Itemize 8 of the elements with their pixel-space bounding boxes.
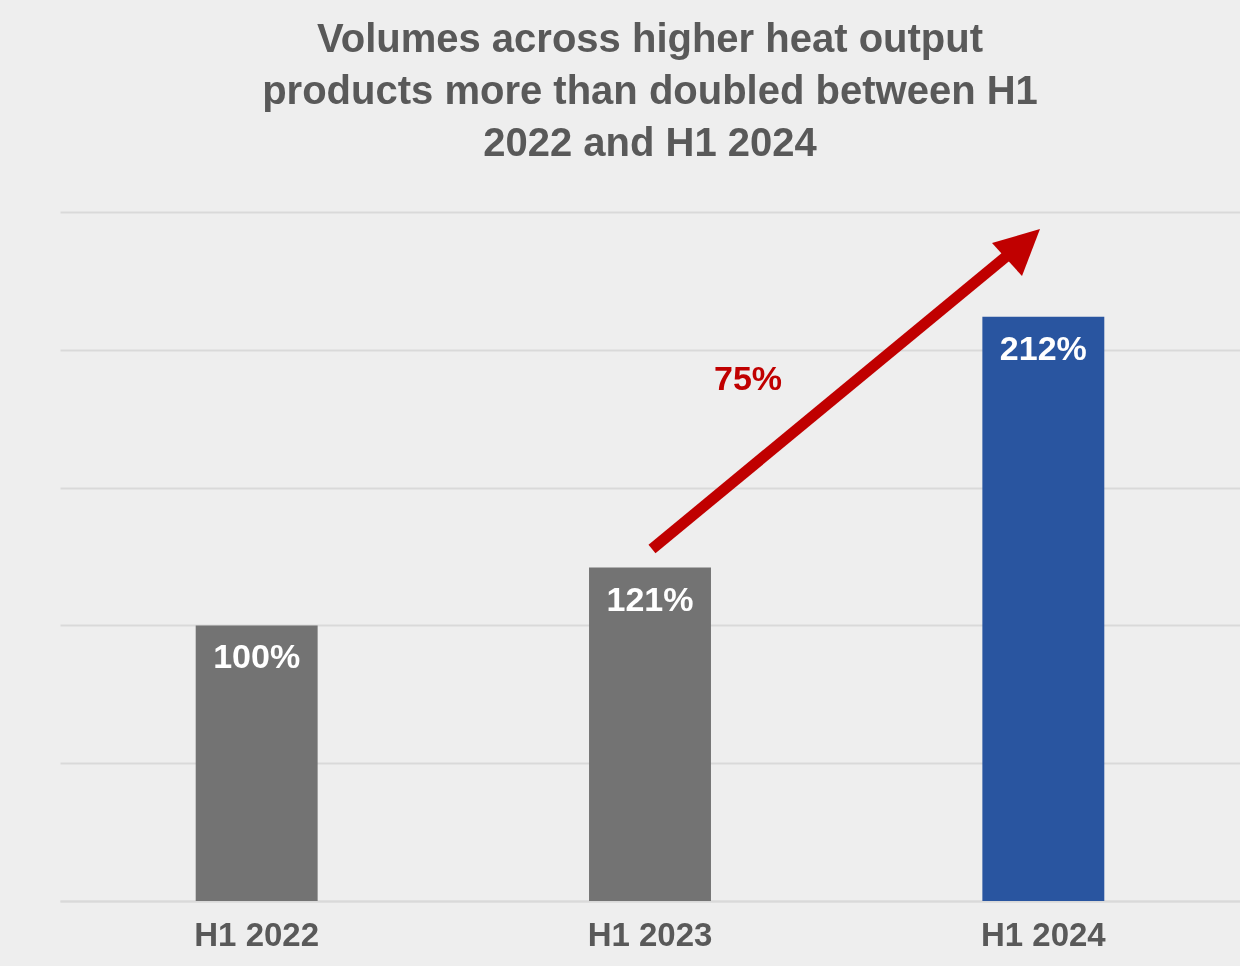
data-label: 100% [213, 637, 301, 676]
data-label: 212% [999, 328, 1087, 367]
x-tick-label: H1 2024 [980, 915, 1107, 953]
x-tick-label: H1 2023 [587, 915, 713, 953]
x-tick-label: H1 2022 [194, 915, 320, 953]
data-label: 121% [606, 579, 694, 618]
annotation: 75% [713, 359, 783, 397]
chart-title: Volumes across higher heat output products more than doubled between H1 2022 and H1 2024 [262, 16, 1038, 164]
